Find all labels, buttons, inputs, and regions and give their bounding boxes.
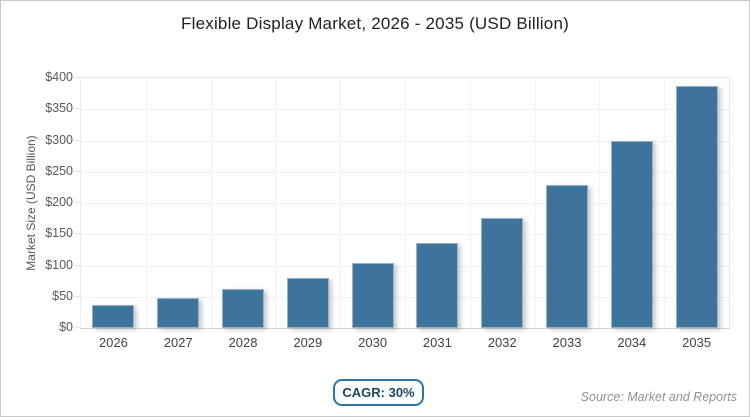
y-tick-mark-250 bbox=[75, 170, 80, 172]
y-tick-label-0: $0 bbox=[59, 320, 73, 334]
v-gridline-8 bbox=[599, 78, 601, 328]
bar-2031 bbox=[416, 243, 459, 328]
bar-2033 bbox=[546, 184, 588, 328]
bar-2028 bbox=[222, 289, 264, 328]
bar-2030 bbox=[351, 262, 394, 328]
y-tick-label-250: $250 bbox=[45, 163, 73, 178]
bar-2026 bbox=[92, 305, 135, 328]
y-tick-label-350: $350 bbox=[45, 101, 73, 116]
chart-title: Flexible Display Market, 2026 - 2035 (US… bbox=[181, 14, 569, 33]
v-gridline-1 bbox=[145, 78, 147, 328]
y-tick-mark-50 bbox=[75, 295, 80, 297]
v-gridline-2 bbox=[210, 78, 212, 328]
x-tick-label-2030: 2030 bbox=[358, 335, 388, 350]
y-tick-label-150: $150 bbox=[45, 226, 73, 241]
plot-area bbox=[80, 77, 730, 329]
v-gridline-6 bbox=[469, 78, 471, 328]
bar-2027 bbox=[157, 298, 200, 328]
y-tick-label-50: $50 bbox=[52, 288, 73, 303]
y-tick-mark-100 bbox=[75, 264, 80, 266]
bar-2034 bbox=[610, 141, 653, 328]
v-gridline-5 bbox=[405, 78, 406, 328]
y-tick-label-300: $300 bbox=[45, 132, 73, 147]
y-tick-label-200: $200 bbox=[45, 195, 73, 209]
x-tick-label-2031: 2031 bbox=[422, 335, 452, 350]
v-gridline-7 bbox=[534, 78, 536, 328]
bar-2032 bbox=[481, 217, 524, 328]
x-axis-tick-labels: 2026 2027 2028 2029 2030 2031 2032 2033 2034 2035 bbox=[81, 335, 729, 353]
x-tick-label-2029: 2029 bbox=[293, 335, 323, 350]
v-gridline-3 bbox=[275, 78, 277, 328]
x-tick-label-2027: 2027 bbox=[163, 335, 193, 350]
v-gridline-9 bbox=[664, 78, 666, 328]
y-tick-mark-350 bbox=[75, 108, 80, 110]
x-tick-label-2026: 2026 bbox=[98, 335, 128, 350]
bar-2035 bbox=[675, 85, 718, 328]
y-tick-mark-0 bbox=[75, 327, 80, 328]
y-tick-mark-300 bbox=[75, 139, 80, 141]
cagr-badge: CAGR: 30% bbox=[333, 379, 424, 406]
y-tick-mark-150 bbox=[75, 233, 80, 235]
x-tick-label-2034: 2034 bbox=[617, 335, 647, 350]
source-note: Source: Market and Reports bbox=[580, 390, 737, 404]
x-tick-label-2033: 2033 bbox=[552, 335, 582, 350]
y-axis-tick-labels: $0 $50 $100 $150 $200 $250 $300 $350 $400 bbox=[1, 70, 73, 334]
x-tick-label-2028: 2028 bbox=[228, 335, 258, 350]
x-tick-label-2032: 2032 bbox=[487, 335, 517, 350]
v-gridline-4 bbox=[340, 78, 342, 328]
bar-2029 bbox=[286, 277, 329, 328]
y-tick-mark-200 bbox=[75, 202, 80, 203]
y-tick-mark-400 bbox=[75, 77, 80, 78]
y-tick-label-400: $400 bbox=[45, 70, 73, 84]
x-tick-label-2035: 2035 bbox=[682, 335, 712, 350]
y-tick-label-100: $100 bbox=[45, 257, 73, 272]
